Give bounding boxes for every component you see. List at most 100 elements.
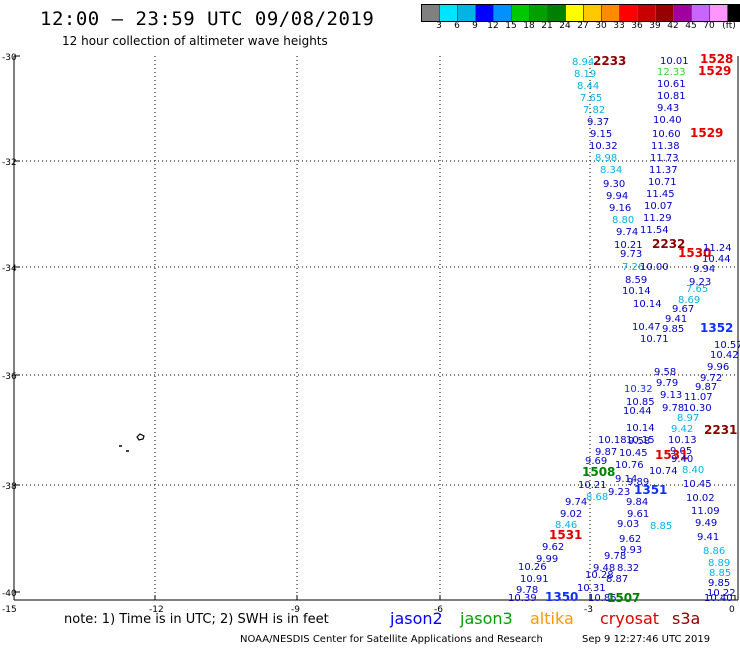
legend-label: 24 — [559, 21, 571, 31]
wave-height-label: 12.33 — [657, 67, 686, 78]
map-title: 12:00 — 23:59 UTC 09/08/2019 — [40, 8, 375, 30]
wave-height-label: 1530 — [678, 246, 711, 260]
wave-height-label: 8.19 — [574, 69, 596, 80]
wave-height-label: 10.21 — [578, 480, 607, 491]
legend-label: 3 — [436, 21, 442, 31]
legend-swatch — [728, 5, 740, 21]
wave-height-label: 11.24 — [703, 243, 732, 254]
wave-height-label: 9.78 — [604, 551, 626, 562]
wave-height-label: 11.37 — [649, 165, 678, 176]
wave-height-label: 8.87 — [606, 574, 628, 585]
legend-label: 6 — [454, 21, 460, 31]
lat-label: -34 — [2, 264, 17, 274]
wave-height-label: 8.40 — [682, 465, 704, 476]
wave-height-label: 8.34 — [600, 165, 622, 176]
legend-swatch — [548, 5, 566, 21]
wave-height-label: 9.87 — [695, 382, 717, 393]
wave-height-label: 7.26 — [622, 262, 644, 273]
wave-height-label: 8.68 — [586, 492, 608, 503]
wave-height-label: 10.02 — [686, 493, 715, 504]
wave-height-label: 10.85 — [588, 593, 617, 604]
wave-height-label: 10.57 — [714, 340, 740, 351]
wave-height-label: 10.71 — [640, 334, 669, 345]
lat-label: -38 — [2, 482, 17, 492]
wave-height-label: 10.32 — [624, 384, 653, 395]
wave-height-label: 1352 — [700, 321, 733, 335]
legend-swatch — [710, 5, 728, 21]
wave-height-label: 2232 — [652, 237, 685, 251]
wave-height-label: 9.02 — [560, 509, 582, 520]
wave-height-label: 9.43 — [657, 103, 679, 114]
wave-height-label: 9.48 — [593, 563, 615, 574]
wave-height-label: 9.41 — [665, 314, 687, 325]
wave-height-label: 10.14 — [622, 286, 651, 297]
wave-height-label: 9.72 — [700, 373, 722, 384]
wave-height-label: 1529 — [698, 64, 731, 78]
satellite-jason2-label: jason2 — [390, 609, 443, 628]
wave-height-label: 9.85 — [708, 578, 730, 589]
wave-height-label: 10.01 — [660, 56, 689, 67]
wave-height-label: 10.42 — [710, 350, 739, 361]
wave-height-label: 11.45 — [646, 189, 675, 200]
lon-label: -6 — [434, 605, 443, 615]
wave-height-label: 9.69 — [585, 456, 607, 467]
wave-height-label: 9.94 — [606, 191, 628, 202]
legend-label: 18 — [523, 21, 535, 31]
legend-swatch — [692, 5, 710, 21]
legend-swatch — [656, 5, 674, 21]
wave-height-label: 9.73 — [620, 249, 642, 260]
wave-height-label: 9.30 — [603, 179, 625, 190]
wave-height-label: 8.98 — [595, 153, 617, 164]
legend-label: 21 — [541, 21, 553, 31]
wave-height-label: 11.38 — [651, 141, 680, 152]
wave-height-label: 11.29 — [643, 213, 672, 224]
map-subtitle: 12 hour collection of altimeter wave hei… — [62, 34, 328, 48]
wave-height-label: 10.76 — [615, 460, 644, 471]
legend-swatch — [512, 5, 530, 21]
legend-label: 12 — [487, 21, 499, 31]
wave-height-label: 10.22 — [707, 588, 736, 599]
legend-label: 30 — [595, 21, 607, 31]
wave-height-label: 9.74 — [565, 497, 587, 508]
wave-height-label: 1531 — [549, 528, 582, 542]
wave-height-label: 10.45 — [683, 479, 712, 490]
wave-height-label: 10.00 — [640, 262, 669, 273]
lat-label: -36 — [2, 372, 17, 382]
legend-swatch — [674, 5, 692, 21]
wave-height-label: 9.40 — [671, 454, 693, 465]
wave-height-label: 7.65 — [686, 284, 708, 295]
wave-height-label: 9.67 — [672, 304, 694, 315]
wave-height-label: 10.61 — [657, 79, 686, 90]
legend-label: 33 — [613, 21, 625, 31]
wave-height-label: 10.45 — [619, 448, 648, 459]
legend-swatch — [638, 5, 656, 21]
wave-height-label: 8.80 — [612, 215, 634, 226]
wave-height-label: 9.94 — [693, 264, 715, 275]
wave-height-label: 1351 — [634, 483, 667, 497]
wave-height-label: 9.58 — [654, 367, 676, 378]
wave-height-label: 9.87 — [595, 447, 617, 458]
wave-height-label: 9.41 — [697, 532, 719, 543]
legend-swatch — [476, 5, 494, 21]
legend-label: (ft) — [722, 21, 736, 31]
wave-height-label: 1529 — [690, 126, 723, 140]
legend-label: 39 — [649, 21, 661, 31]
wave-height-label: 10.14 — [626, 423, 655, 434]
legend-label: 42 — [667, 21, 679, 31]
legend-swatch — [494, 5, 512, 21]
wave-height-label: 10.18 — [598, 435, 627, 446]
wave-height-label: 10.91 — [520, 574, 549, 585]
wave-height-label: 10.40 — [653, 115, 682, 126]
wave-height-label: 9.74 — [616, 227, 638, 238]
lon-label: -15 — [2, 605, 17, 615]
wave-height-label: 8.46 — [555, 520, 577, 531]
lon-label: -3 — [584, 605, 593, 615]
wave-height-label: 11.54 — [640, 225, 669, 236]
wave-height-label: 8.85 — [650, 521, 672, 532]
wave-height-label: 7.65 — [580, 93, 602, 104]
wave-height-label: 11.09 — [691, 506, 720, 517]
legend-swatch — [440, 5, 458, 21]
wave-height-label: 10.47 — [632, 322, 661, 333]
